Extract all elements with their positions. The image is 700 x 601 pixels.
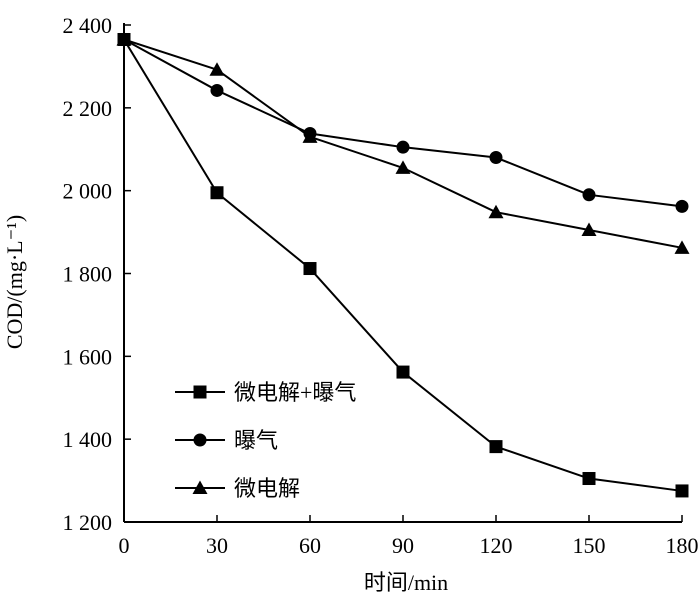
y-tick-label: 2 000 [63,179,113,204]
x-tick-label: 90 [392,533,414,558]
data-point [396,365,410,379]
legend-label: 微电解+曝气 [234,380,356,405]
data-point [395,160,411,174]
data-point [302,129,318,143]
axes: 1 200 1 400 1 600 1 800 2 000 2 200 2 400 0 30 60… [63,13,699,558]
data-point [582,472,596,486]
series-line [123,38,683,208]
data-point [489,151,503,165]
x-tick-label: 120 [480,533,513,558]
x-tick-label: 180 [666,533,699,558]
data-point [210,186,224,200]
series-circle [117,32,689,213]
x-tick-label: 0 [119,533,130,558]
data-point [675,484,689,498]
legend-marker [192,480,208,494]
data-point [303,262,317,276]
data-point [210,83,224,97]
legend-marker [193,385,207,399]
y-tick-label: 1 600 [63,344,113,369]
y-tick-label: 1 800 [63,262,113,287]
legend-label: 曝气 [234,428,278,453]
legend-marker [193,433,207,447]
legend-entry: 微电解+曝气 [175,380,356,405]
y-tick-label: 1 400 [63,427,113,452]
y-tick-label: 2 200 [63,96,113,121]
legend-entry: 曝气 [175,428,278,453]
x-tick-label: 60 [299,533,321,558]
series-line [123,38,683,492]
legend-entry: 微电解 [175,476,300,501]
y-axis-label: COD/(mg·L⁻¹) [2,215,27,349]
data-point [674,240,690,254]
data-point [488,204,504,219]
data-point [209,62,225,76]
x-tick-label: 150 [573,533,606,558]
data-point [582,188,596,202]
data-point [675,199,689,213]
x-tick-label: 30 [206,533,228,558]
data-point [581,222,597,237]
x-axis-label: 时间/min [364,570,448,595]
series-layer [116,31,690,498]
legend-label: 微电解 [234,476,300,501]
data-point [116,31,132,46]
series-triangle [116,31,690,254]
y-tick-label: 2 400 [63,13,113,38]
series-square [117,32,689,498]
data-point [396,140,410,154]
data-point [489,440,503,454]
y-tick-label: 1 200 [63,510,113,535]
